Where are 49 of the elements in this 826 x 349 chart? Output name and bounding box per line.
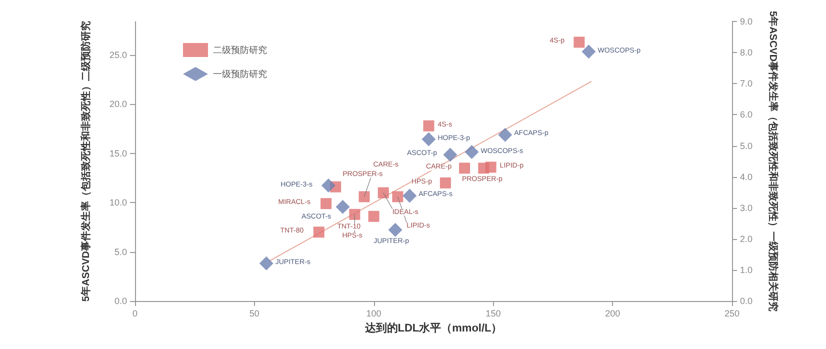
point: [388, 222, 402, 237]
legend-label: 二级预防研究: [213, 45, 267, 55]
point: [378, 187, 389, 198]
point: [443, 148, 458, 162]
x-tick-label: 250: [724, 308, 740, 318]
point: [349, 208, 360, 220]
y2-tick-label: 7.0: [740, 78, 753, 89]
point: [259, 256, 274, 270]
point: [459, 162, 470, 174]
y-tick-label: 25.0: [109, 50, 127, 60]
point: [358, 191, 370, 202]
point: [336, 200, 350, 214]
point: [582, 44, 596, 59]
point: [368, 210, 380, 222]
point: [485, 162, 496, 173]
x-tick-label: 150: [486, 308, 501, 318]
point: [313, 226, 324, 238]
y2-tick-label: 9.0: [740, 16, 753, 27]
y2-axis-title: 5年ASCVD事件发生率（包括致死性和非致死性）一级预防相关研究: [767, 10, 779, 312]
x-axis-title: 达到的LDL水平（mmol/L）: [364, 322, 502, 334]
x-tick-label: 0: [132, 308, 138, 318]
point: [440, 177, 451, 188]
point: [320, 198, 332, 210]
y2-tick-label: 1.0: [740, 264, 753, 275]
y2-tick-label: 8.0: [740, 48, 753, 58]
y-tick-label: 10.0: [109, 198, 127, 208]
y2-tick-label: 3.0: [740, 202, 753, 213]
y-tick-label: 0.0: [114, 296, 127, 306]
point: [402, 188, 417, 203]
x-tick-label: 50: [249, 308, 260, 318]
point: [498, 128, 512, 142]
y2-tick-label: 2.0: [740, 234, 753, 244]
y-tick-label: 15.0: [109, 148, 127, 158]
point: [423, 120, 434, 132]
legend-label: 一级预防研究: [213, 69, 267, 79]
y-axis-title: 5年ASCVD事件发生率（包括致死性和非致死性）二级预防研究: [80, 20, 92, 302]
x-tick-label: 100: [366, 308, 382, 318]
point: [392, 191, 404, 202]
y2-tick-label: 0.0: [740, 296, 753, 306]
point: [574, 36, 585, 48]
x-tick-label: 200: [605, 308, 620, 318]
point: [464, 144, 479, 159]
y2-tick-label: 6.0: [740, 110, 753, 120]
y-tick-label: 20.0: [109, 99, 127, 110]
point: [321, 178, 336, 192]
point: [422, 132, 436, 146]
y2-tick-label: 5.0: [740, 140, 753, 151]
y2-tick-label: 4.0: [740, 172, 753, 182]
y-tick-label: 5.0: [114, 246, 127, 257]
